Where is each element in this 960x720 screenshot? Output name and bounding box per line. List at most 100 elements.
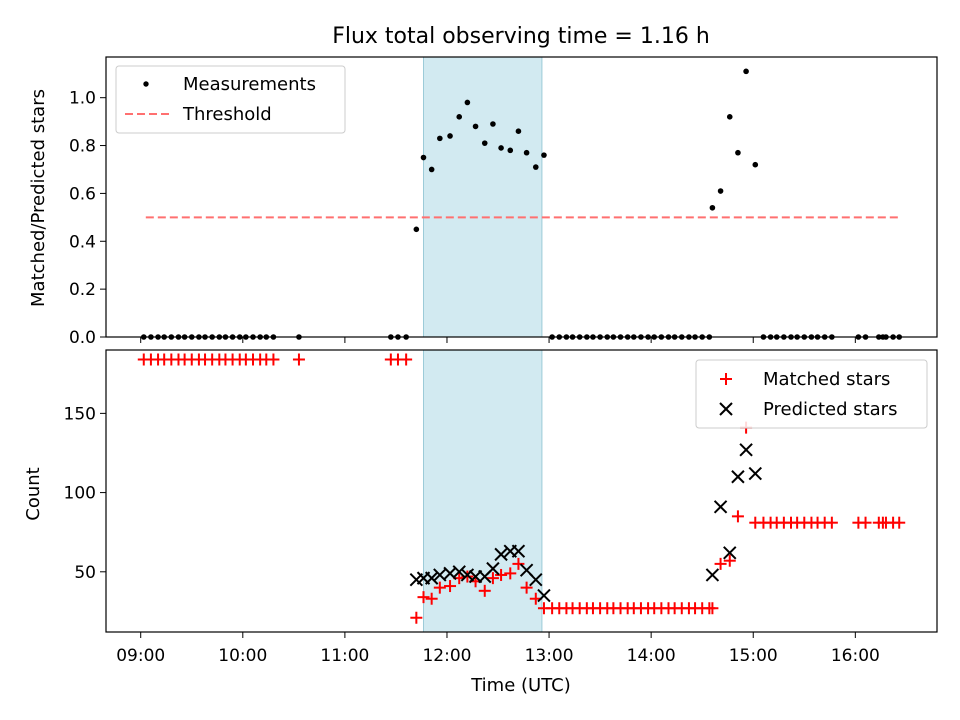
measurement-point	[428, 166, 435, 173]
predicted-star-point	[731, 470, 745, 484]
measurement-point	[472, 123, 479, 130]
count-y-tick-label: 50	[74, 563, 96, 583]
measurement-point	[447, 133, 453, 139]
time-x-tick-label: 16:00	[831, 646, 880, 666]
chart-title: Flux total observing time = 1.16 h	[332, 24, 710, 49]
matched-star-point	[859, 516, 872, 529]
predicted-star-point	[511, 544, 526, 558]
predicted-star-point	[494, 547, 508, 562]
time-x-tick-label: 09:00	[116, 646, 165, 666]
legend-predicted-marker	[719, 402, 733, 416]
matched-star-point	[706, 602, 719, 615]
predicted-star-point	[739, 443, 753, 457]
matched-star-point	[825, 516, 838, 529]
matched-star-point	[520, 581, 533, 594]
count-y-axis-label: Count	[23, 467, 44, 520]
measurement-point	[437, 135, 443, 142]
predicted-star-point	[486, 561, 500, 576]
observing-window-shade	[422, 349, 543, 633]
ratio-y-tick-label: 0.4	[69, 232, 96, 252]
ratio-y-tick-label: 0.6	[69, 184, 96, 204]
ratio-legend: Measurements Threshold	[115, 65, 346, 134]
matched-star-point	[486, 572, 499, 585]
matched-star-point	[400, 353, 413, 366]
measurement-point	[413, 226, 420, 233]
measurement-point	[490, 121, 496, 127]
legend-measurements-label: Measurements	[183, 74, 316, 95]
matched-star-point	[444, 580, 457, 593]
ratio-y-tick-label: 0.0	[69, 328, 96, 348]
measurement-point	[515, 128, 522, 134]
matched-star-point	[267, 353, 280, 366]
measurement-point	[709, 204, 716, 211]
time-x-tick-label: 15:00	[729, 646, 778, 666]
observing-window-shade	[422, 56, 543, 338]
measurement-point	[735, 149, 741, 156]
predicted-star-point	[537, 588, 551, 603]
measurement-point	[532, 164, 539, 170]
matched-star-points	[137, 353, 906, 624]
predicted-star-point	[723, 546, 737, 560]
count-y-tick-label: 100	[64, 484, 96, 504]
legend-matched-marker	[720, 373, 732, 385]
matched-star-point	[410, 611, 423, 624]
predicted-star-point	[452, 565, 466, 579]
measurement-point	[481, 140, 488, 146]
measurement-point	[523, 149, 530, 156]
legend-predicted-label: Predicted stars	[763, 399, 897, 420]
matched-star-point	[512, 557, 525, 570]
measurement-point	[464, 99, 471, 106]
matched-star-point	[731, 510, 744, 523]
matched-star-point	[714, 557, 727, 570]
measurement-point	[456, 114, 463, 120]
ratio-y-tick-label: 1.0	[69, 89, 96, 109]
ratio-y-axis-label: Matched/Predicted stars	[28, 89, 49, 307]
count-panel: 50 100 150 09:00 10:00 11:00 12:00 13:00 14:00 1…	[23, 349, 938, 696]
legend-matched-label: Matched stars	[763, 369, 890, 390]
time-x-tick-label: 11:00	[320, 646, 369, 666]
predicted-star-point	[705, 568, 720, 582]
ratio-x-ticks	[140, 337, 856, 343]
time-x-tick-label: 10:00	[218, 646, 267, 666]
count-y-tick-label: 150	[64, 404, 96, 424]
ratio-y-ticks: 0.0 0.2 0.4 0.6 0.8 1.0	[69, 89, 106, 348]
matched-star-point	[425, 592, 438, 605]
matched-star-point	[417, 591, 430, 604]
measurement-point	[752, 161, 759, 168]
count-axes-frame	[105, 349, 938, 633]
measurement-point	[717, 188, 724, 194]
time-x-axis-label: Time (UTC)	[470, 675, 571, 696]
matched-star-point	[292, 353, 305, 366]
matched-star-point	[504, 567, 517, 580]
time-x-tick-label: 12:00	[422, 646, 471, 666]
ratio-axes-frame	[105, 56, 938, 338]
predicted-star-point	[460, 568, 475, 582]
ratio-y-tick-label: 0.2	[69, 280, 96, 300]
measurement-point	[726, 114, 733, 120]
matched-star-point	[893, 516, 906, 529]
measurement-point	[420, 154, 427, 161]
predicted-star-point	[424, 571, 439, 585]
predicted-star-point	[529, 573, 543, 587]
count-y-ticks: 50 100 150	[64, 404, 106, 583]
time-x-ticks: 09:00 10:00 11:00 12:00 13:00 14:00 15:00 16:00	[116, 632, 880, 666]
ratio-y-tick-label: 0.8	[69, 137, 96, 157]
ratio-panel: 0.0 0.2 0.4 0.6 0.8 1.0 Matched/Predicted sta…	[28, 56, 938, 348]
legend-threshold-label: Threshold	[182, 104, 272, 125]
predicted-star-point	[713, 500, 728, 514]
count-legend: Matched stars Predicted stars	[695, 359, 928, 429]
measurement-point	[507, 147, 514, 154]
matched-star-point	[723, 554, 736, 567]
measurement-point	[498, 145, 504, 151]
time-x-tick-label: 13:00	[525, 646, 574, 666]
matched-star-point	[433, 581, 446, 594]
matched-star-point	[478, 584, 491, 597]
measurement-point	[743, 68, 749, 75]
time-x-tick-label: 14:00	[627, 646, 676, 666]
predicted-star-point	[748, 466, 762, 481]
measurement-point	[541, 152, 547, 158]
legend-measurements-marker	[143, 81, 149, 87]
matched-star-point	[495, 568, 508, 581]
predicted-star-points	[409, 443, 762, 603]
